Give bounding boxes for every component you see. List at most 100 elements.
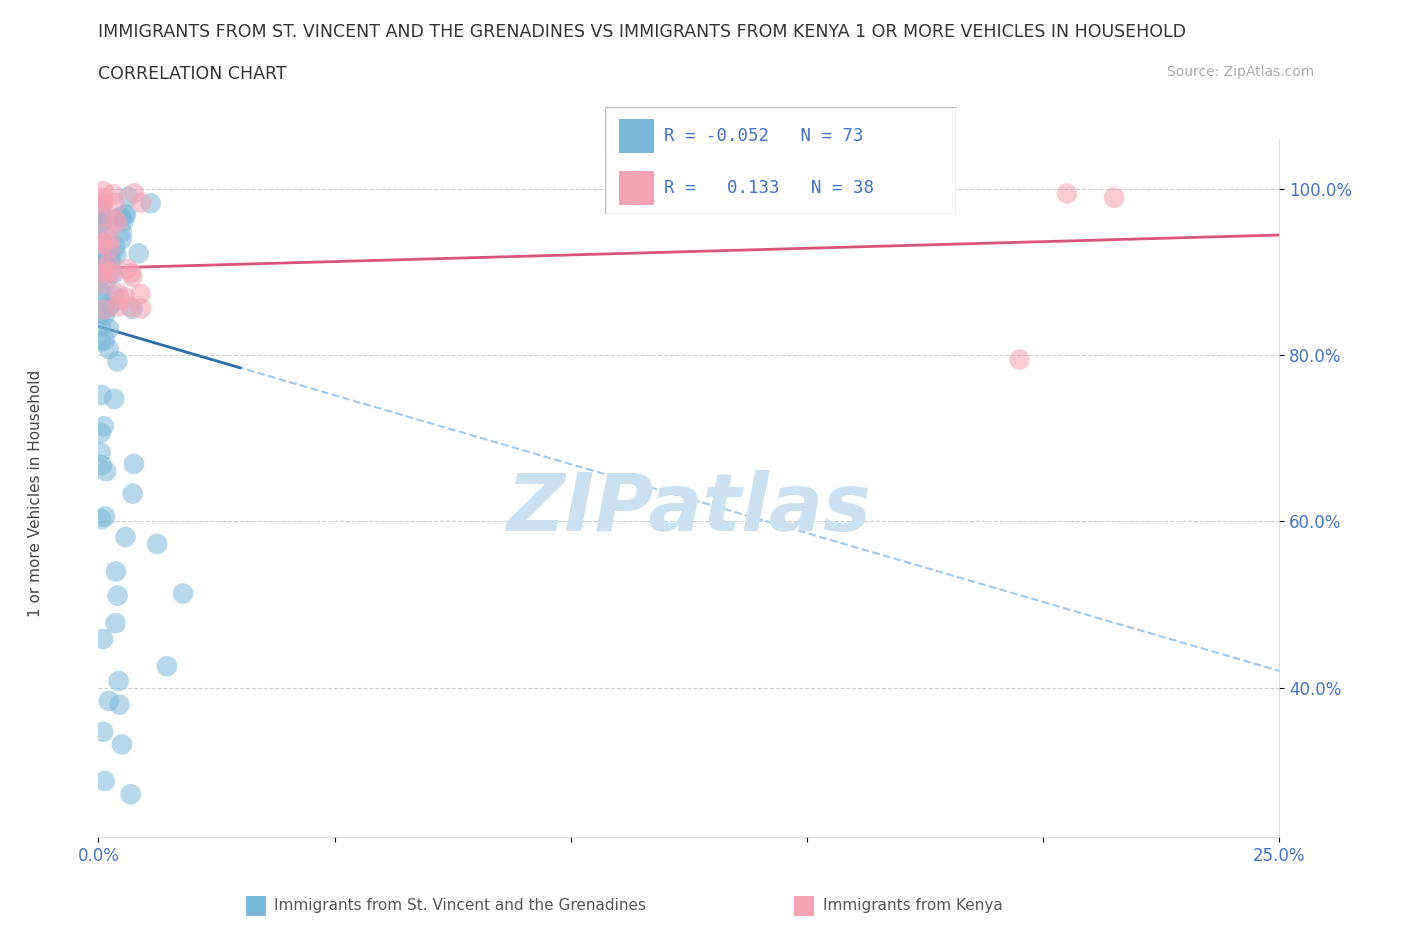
Point [111, 224, 134, 239]
Point [91, 263, 114, 278]
Point [110, 292, 132, 307]
Text: R = -0.052   N = 73: R = -0.052 N = 73 [665, 126, 863, 145]
Point [91, 631, 114, 646]
Point [105, 215, 128, 230]
Point [115, 207, 138, 222]
Point [90, 197, 112, 212]
Point [91, 237, 114, 252]
Point [93, 333, 115, 348]
Point [103, 392, 125, 406]
Point [91, 191, 114, 206]
Text: Source: ZipAtlas.com: Source: ZipAtlas.com [1167, 65, 1315, 79]
Point [91, 184, 114, 199]
Point [97, 341, 120, 356]
Point [114, 289, 136, 304]
Point [90, 319, 112, 334]
Point [111, 232, 134, 246]
Point [97, 694, 120, 709]
Point [90, 216, 112, 231]
Point [1008, 352, 1031, 367]
Point [111, 737, 134, 752]
Point [94, 212, 117, 227]
Point [94, 509, 117, 524]
Point [121, 266, 143, 281]
Point [91, 236, 114, 251]
FancyBboxPatch shape [619, 119, 654, 153]
FancyBboxPatch shape [619, 171, 654, 206]
Point [94, 308, 117, 323]
Point [93, 418, 115, 433]
Point [129, 301, 152, 316]
Point [98, 298, 121, 312]
FancyBboxPatch shape [246, 896, 266, 916]
Point [107, 286, 129, 300]
Point [156, 658, 179, 673]
Point [91, 197, 114, 212]
Text: ZIPatlas: ZIPatlas [506, 471, 872, 548]
Point [91, 194, 114, 209]
Point [93, 260, 115, 275]
Point [121, 301, 143, 316]
Point [90, 458, 112, 472]
Point [90, 425, 112, 440]
Point [90, 205, 112, 219]
Point [107, 673, 129, 688]
Point [104, 195, 127, 210]
Point [104, 616, 127, 631]
Point [91, 253, 114, 268]
Point [121, 486, 143, 501]
Point [112, 214, 135, 229]
Point [90, 254, 112, 269]
Point [1102, 191, 1125, 206]
Point [120, 299, 142, 314]
Point [94, 266, 117, 281]
Point [90, 289, 112, 304]
Point [91, 222, 114, 237]
Point [1056, 186, 1078, 201]
Point [91, 286, 114, 300]
Point [122, 186, 145, 201]
FancyBboxPatch shape [605, 107, 956, 214]
Point [172, 586, 194, 601]
Point [104, 239, 127, 254]
Point [90, 248, 112, 263]
Text: R =   0.133   N = 38: R = 0.133 N = 38 [665, 179, 875, 197]
Text: Immigrants from St. Vincent and the Grenadines: Immigrants from St. Vincent and the Gren… [274, 898, 647, 913]
Point [90, 388, 112, 403]
Point [94, 226, 117, 241]
Point [121, 270, 143, 285]
Point [117, 190, 139, 205]
Point [100, 248, 122, 263]
Point [93, 302, 115, 317]
Point [98, 240, 121, 255]
Point [94, 464, 117, 479]
Point [90, 206, 112, 221]
Point [104, 213, 127, 228]
Point [103, 288, 125, 303]
Point [94, 209, 117, 224]
Point [103, 266, 125, 281]
Point [90, 242, 112, 257]
Point [90, 217, 112, 232]
Point [129, 286, 152, 301]
Point [122, 457, 145, 472]
Point [98, 249, 121, 264]
Point [90, 334, 112, 349]
Point [98, 232, 121, 246]
Point [97, 256, 120, 271]
Point [93, 276, 115, 291]
Point [100, 255, 122, 270]
Point [97, 299, 120, 314]
Point [91, 724, 114, 739]
Text: CORRELATION CHART: CORRELATION CHART [98, 65, 287, 83]
Point [114, 207, 136, 222]
Point [129, 195, 152, 210]
Point [117, 261, 139, 276]
Point [90, 445, 112, 460]
Point [107, 588, 129, 603]
Point [90, 269, 112, 284]
Point [105, 299, 128, 314]
Point [120, 787, 142, 802]
Point [139, 196, 162, 211]
FancyBboxPatch shape [794, 896, 814, 916]
